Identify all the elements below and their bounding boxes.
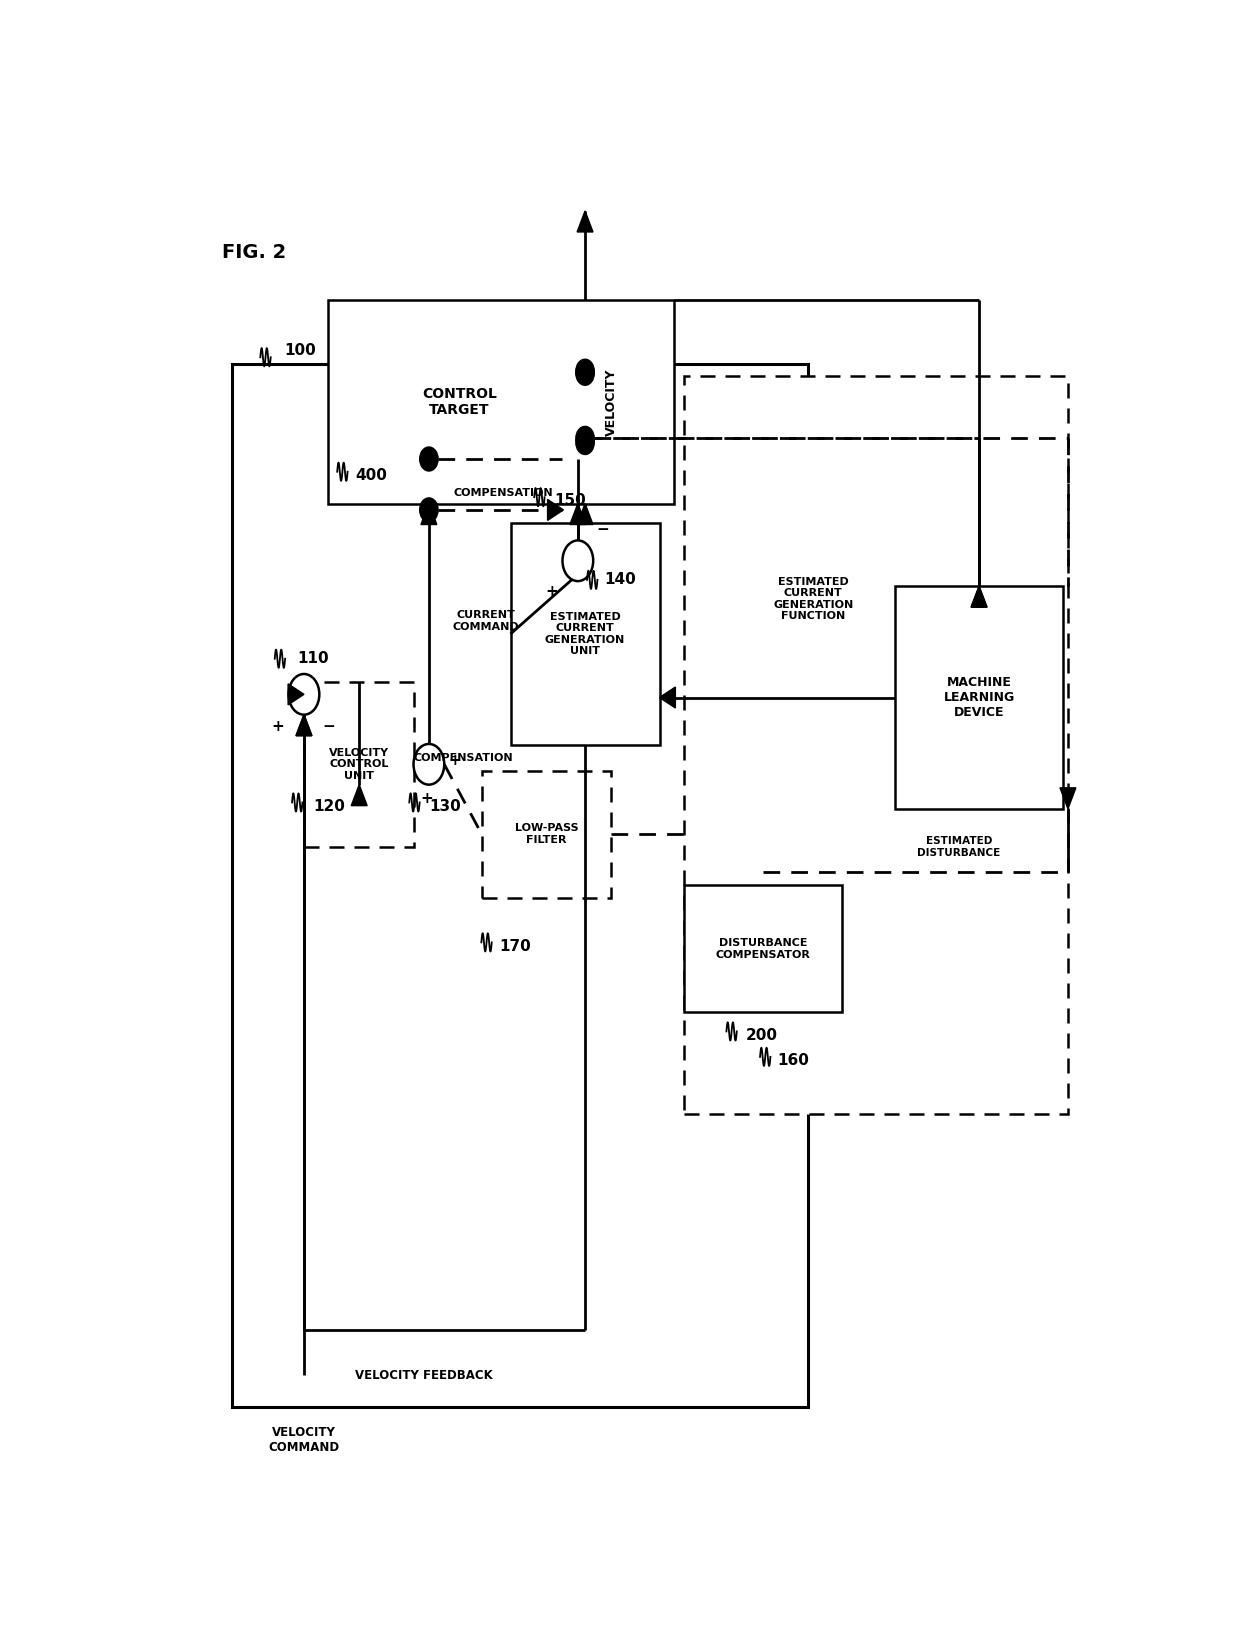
Text: CONTROL
TARGET: CONTROL TARGET <box>422 387 497 416</box>
Text: 400: 400 <box>355 468 387 482</box>
Text: 150: 150 <box>554 494 585 509</box>
Circle shape <box>577 431 594 454</box>
Text: +: + <box>420 791 433 806</box>
Text: 130: 130 <box>429 800 460 814</box>
Polygon shape <box>420 504 436 525</box>
Text: 160: 160 <box>777 1054 810 1069</box>
Bar <box>683 377 1068 1113</box>
Bar <box>511 522 660 745</box>
Polygon shape <box>971 586 987 608</box>
Text: 100: 100 <box>285 344 316 358</box>
Text: +: + <box>448 753 461 768</box>
Text: +: + <box>272 719 284 733</box>
Text: +: + <box>544 583 558 598</box>
Circle shape <box>577 426 594 449</box>
Bar <box>481 770 611 899</box>
Text: −: − <box>596 522 609 537</box>
Polygon shape <box>971 586 987 608</box>
Bar <box>683 885 842 1013</box>
Polygon shape <box>548 499 563 520</box>
Text: 110: 110 <box>298 651 329 666</box>
Circle shape <box>420 499 438 522</box>
Polygon shape <box>351 785 367 806</box>
Text: VELOCITY: VELOCITY <box>605 368 619 436</box>
Text: 120: 120 <box>314 800 346 814</box>
Polygon shape <box>577 504 593 525</box>
Circle shape <box>563 540 593 582</box>
Bar <box>232 363 808 1408</box>
Polygon shape <box>1060 788 1076 809</box>
Text: ESTIMATED
CURRENT
GENERATION
FUNCTION: ESTIMATED CURRENT GENERATION FUNCTION <box>774 577 853 621</box>
Text: 140: 140 <box>605 572 636 588</box>
Text: VELOCITY
CONTROL
UNIT: VELOCITY CONTROL UNIT <box>329 748 389 781</box>
Circle shape <box>577 362 594 385</box>
Text: 200: 200 <box>746 1028 777 1042</box>
Polygon shape <box>570 504 585 525</box>
Circle shape <box>413 743 444 785</box>
Circle shape <box>577 360 594 383</box>
Circle shape <box>420 448 438 471</box>
Polygon shape <box>296 715 312 735</box>
Text: COMPENSATION: COMPENSATION <box>413 753 513 763</box>
Text: VELOCITY FEEDBACK: VELOCITY FEEDBACK <box>355 1368 494 1381</box>
Text: LOW-PASS
FILTER: LOW-PASS FILTER <box>515 823 578 846</box>
Bar <box>304 682 414 847</box>
Polygon shape <box>660 687 676 709</box>
Text: DISTURBANCE
COMPENSATOR: DISTURBANCE COMPENSATOR <box>715 938 810 960</box>
Bar <box>327 301 675 504</box>
Text: ESTIMATED
CURRENT
GENERATION
UNIT: ESTIMATED CURRENT GENERATION UNIT <box>544 611 625 656</box>
Text: COMPENSATION: COMPENSATION <box>454 489 553 499</box>
Text: MACHINE
LEARNING
DEVICE: MACHINE LEARNING DEVICE <box>944 676 1014 719</box>
Polygon shape <box>288 684 304 705</box>
Text: 170: 170 <box>498 938 531 953</box>
Text: FIG. 2: FIG. 2 <box>222 243 286 261</box>
Bar <box>895 586 1063 809</box>
Polygon shape <box>577 211 593 231</box>
Text: ESTIMATED
DISTURBANCE: ESTIMATED DISTURBANCE <box>918 836 1001 857</box>
Text: −: − <box>322 719 335 733</box>
Polygon shape <box>296 715 312 735</box>
Text: VELOCITY
COMMAND: VELOCITY COMMAND <box>268 1426 340 1454</box>
Text: CURRENT
COMMAND: CURRENT COMMAND <box>453 610 520 633</box>
Circle shape <box>289 674 320 715</box>
